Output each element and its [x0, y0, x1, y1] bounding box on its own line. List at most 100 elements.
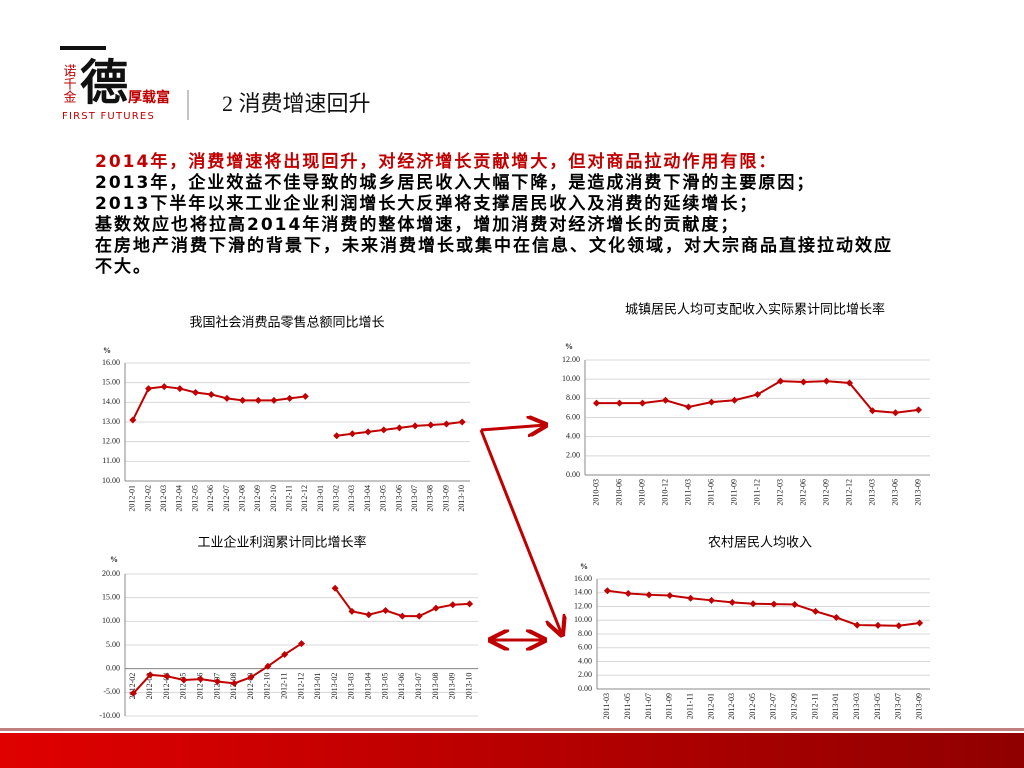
- point: [348, 607, 356, 615]
- arrow: [480, 425, 546, 430]
- y-tick-label: 15.00: [102, 592, 120, 601]
- y-axis-label: %: [110, 555, 118, 564]
- point: [333, 432, 341, 440]
- x-tick-label: 2012-05: [190, 485, 199, 512]
- point: [270, 396, 278, 404]
- y-tick-label: 0.00: [578, 684, 592, 693]
- point: [415, 612, 423, 620]
- x-tick-label: 2013-06: [890, 479, 899, 506]
- point: [192, 389, 200, 396]
- y-tick-label: 10.00: [102, 476, 120, 485]
- lead-line: 2014年，消费增速将出现回升，对经济增长贡献增大，但对商品拉动作用有限：: [95, 152, 778, 172]
- point: 在房地产消费下滑的背景下，未来消费增长或集中在信息、文化领域，对大宗商品直接拉动…: [95, 236, 893, 277]
- x-tick-label: 2012-07: [212, 673, 221, 700]
- y-tick-label: -5.00: [103, 687, 120, 696]
- point: [247, 673, 255, 681]
- point: [129, 689, 137, 697]
- x-tick-label: 2010-06: [614, 479, 623, 506]
- y-tick-label: 2.00: [578, 670, 592, 679]
- y-tick-label: 0.00: [106, 663, 120, 672]
- x-tick-label: 2012-03: [159, 485, 168, 512]
- y-tick-label: 4.00: [578, 656, 592, 665]
- point: [348, 430, 356, 438]
- slide-title: 2 消费增速回升: [222, 91, 371, 116]
- point: [449, 601, 457, 609]
- point: [129, 416, 137, 424]
- y-tick-label: 2.00: [566, 451, 580, 460]
- y-tick-label: 8.00: [578, 629, 592, 638]
- y-tick-label: 10.00: [574, 615, 592, 624]
- x-tick-label: 2011-09: [665, 693, 674, 719]
- x-tick-label: 2012-07: [769, 693, 778, 720]
- logo-side: 诺千金: [61, 64, 77, 103]
- point: [163, 672, 171, 680]
- point: [915, 406, 922, 414]
- y-tick-label: 10.00: [562, 374, 580, 383]
- point: [432, 604, 440, 612]
- y-tick-label: 0.00: [566, 470, 580, 479]
- x-tick-label: 2012-11: [810, 693, 819, 719]
- logo-slogan: 厚载富: [128, 89, 170, 106]
- x-tick-label: 2012-02: [128, 673, 137, 700]
- y-tick-label: 14.00: [574, 588, 592, 597]
- x-tick-label: 2013-01: [831, 693, 840, 720]
- x-tick-label: 2011-05: [623, 693, 632, 719]
- point: [892, 409, 899, 417]
- x-tick-label: 2010-12: [660, 479, 669, 506]
- point: [207, 390, 215, 398]
- y-tick-label: 15.00: [102, 377, 120, 386]
- x-tick-label: 2013-07: [894, 693, 903, 720]
- point: [869, 407, 876, 415]
- point: [239, 396, 247, 404]
- x-tick-label: 2013-07: [414, 673, 423, 700]
- point: [395, 424, 403, 432]
- x-tick-label: 2013-06: [394, 485, 403, 512]
- point: [197, 675, 205, 683]
- point: [301, 392, 309, 400]
- x-tick-label: 2012-09: [821, 479, 830, 506]
- x-tick-label: 2010-09: [637, 479, 646, 506]
- point: [365, 611, 373, 619]
- y-tick-label: 6.00: [566, 412, 580, 421]
- point: 2013年，企业效益不佳导致的城乡居民收入大幅下降，是造成消费下滑的主要原因；: [95, 173, 816, 193]
- x-tick-label: 2013-07: [410, 485, 419, 512]
- x-tick-label: 2012-07: [222, 485, 231, 512]
- point: [770, 600, 778, 608]
- point: [442, 420, 450, 428]
- x-tick-label: 2013-06: [397, 673, 406, 700]
- x-tick-label: 2012-03: [145, 673, 154, 700]
- point: [874, 621, 882, 629]
- point: [812, 607, 820, 615]
- series-line: [334, 587, 470, 618]
- x-tick-label: 2012-03: [775, 479, 784, 506]
- x-tick-label: 2013-10: [457, 485, 466, 512]
- point: [754, 391, 761, 398]
- x-tick-label: 2012-10: [263, 673, 272, 700]
- y-tick-label: 12.00: [574, 601, 592, 610]
- y-tick-label: -10.00: [99, 711, 120, 720]
- x-tick-label: 2011-11: [685, 693, 694, 719]
- x-tick-label: 2012-10: [269, 485, 278, 512]
- point: [823, 377, 830, 385]
- point: [213, 677, 221, 685]
- point: [685, 403, 692, 411]
- y-tick-label: 5.00: [106, 640, 120, 649]
- chart-title: 工业企业利润累计同比增长率: [197, 535, 366, 551]
- point: [666, 592, 674, 599]
- x-tick-label: 2012-04: [162, 673, 171, 700]
- point: [223, 394, 231, 402]
- point: [411, 422, 419, 430]
- point: [146, 671, 154, 679]
- x-tick-label: 2012-12: [296, 673, 305, 700]
- y-tick-label: 4.00: [566, 431, 580, 440]
- point: [777, 377, 784, 385]
- point: [846, 379, 853, 387]
- footer-line: [0, 728, 1024, 731]
- x-tick-label: 2011-03: [683, 479, 692, 505]
- x-tick-label: 2013-09: [913, 479, 922, 506]
- x-tick-label: 2013-05: [379, 485, 388, 512]
- x-tick-label: 2012-11: [280, 673, 289, 699]
- x-tick-label: 2013-01: [316, 485, 325, 512]
- point: [466, 600, 474, 608]
- point: [458, 418, 466, 426]
